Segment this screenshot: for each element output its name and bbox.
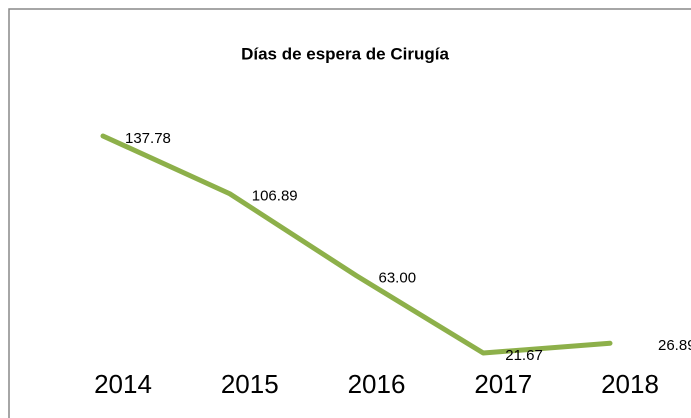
data-label: 21.67 <box>505 347 543 364</box>
x-tick-label: 2018 <box>601 369 659 399</box>
data-label: 137.78 <box>125 130 171 147</box>
line <box>100 133 613 356</box>
x-tick-label: 2015 <box>221 369 279 399</box>
x-tick-label: 2016 <box>348 369 406 399</box>
x-tick-label: 2014 <box>94 369 152 399</box>
data-label: 26.89 <box>658 337 691 354</box>
chart-title: Días de espera de Cirugía <box>241 44 449 63</box>
data-label: 106.89 <box>252 188 298 205</box>
x-tick-label: 2017 <box>474 369 532 399</box>
data-label: 63.00 <box>379 270 417 287</box>
chart-frame <box>8 8 691 418</box>
